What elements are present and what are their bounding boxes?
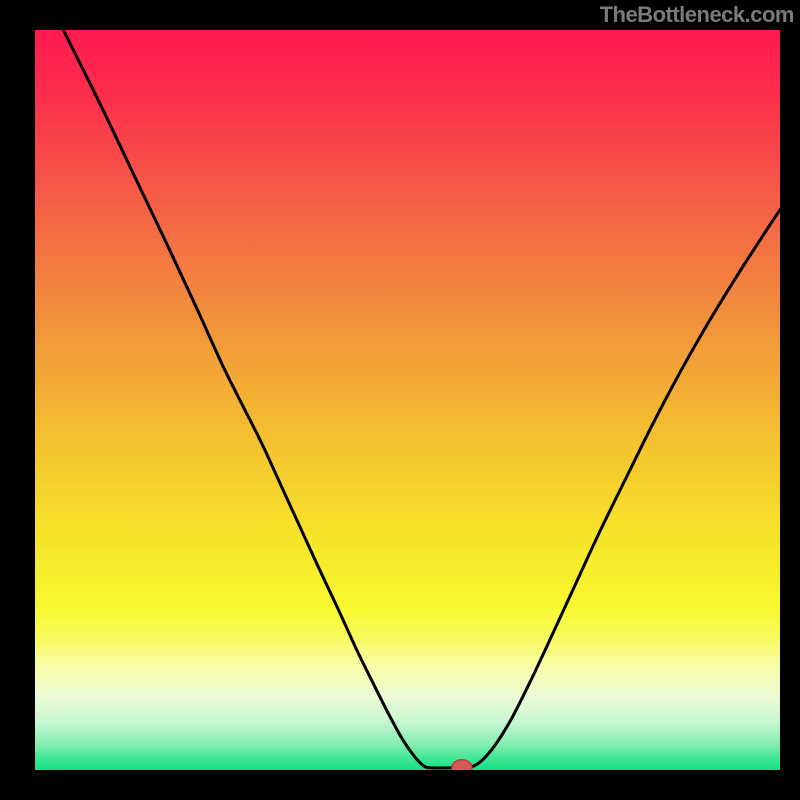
plot-area [35, 30, 780, 770]
watermark-label: TheBottleneck.com [600, 2, 794, 28]
plot-svg [35, 30, 780, 770]
optimal-point-marker [452, 760, 472, 770]
gradient-background [35, 30, 780, 770]
chart-container: TheBottleneck.com [0, 0, 800, 800]
